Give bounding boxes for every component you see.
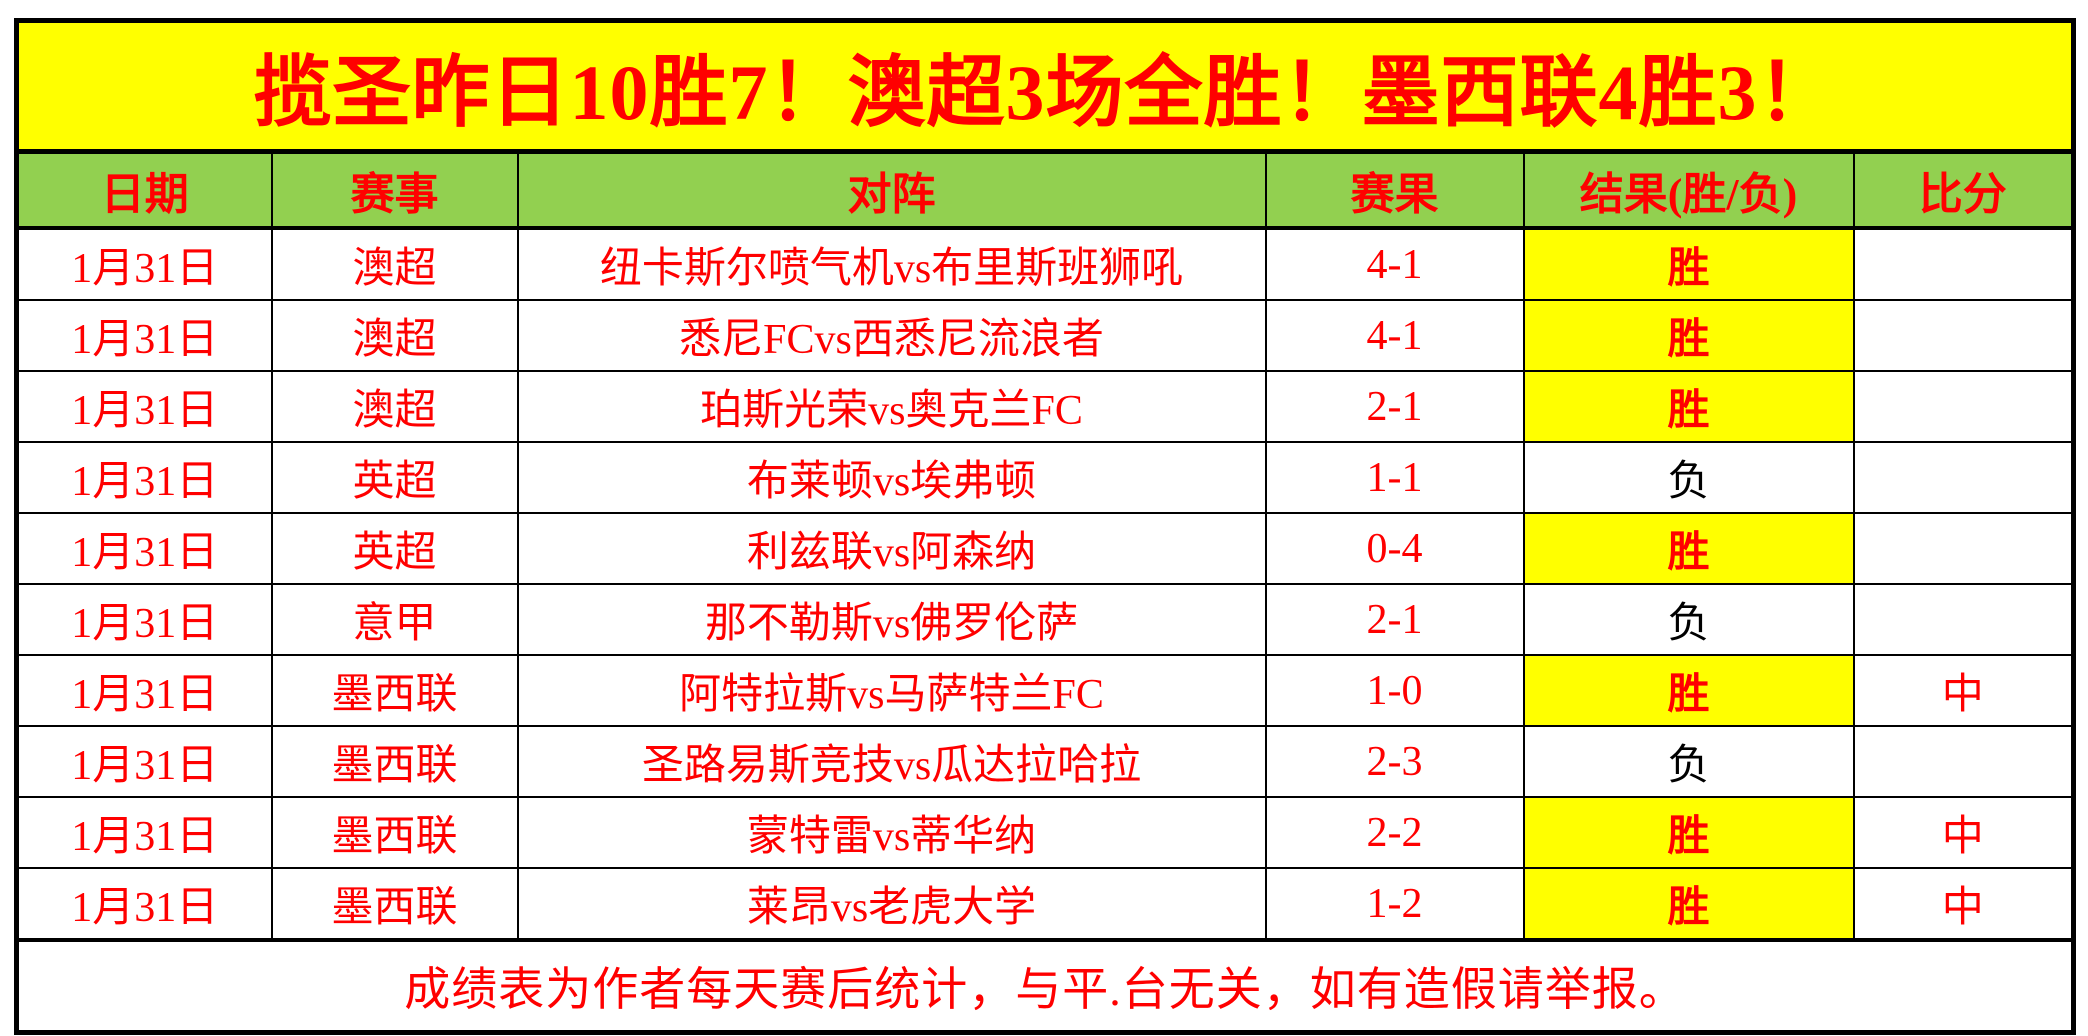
table-row: 1月31日 澳超 珀斯光荣vs奥克兰FC 2-1 胜 — [15, 370, 2075, 443]
match-fixture: 圣路易斯竞技vs瓜达拉哈拉 — [516, 725, 1267, 798]
match-date: 1月31日 — [15, 227, 273, 301]
match-fixture: 那不勒斯vs佛罗伦萨 — [516, 583, 1267, 656]
match-league: 英超 — [270, 441, 519, 514]
match-result: 胜 — [1522, 867, 1855, 941]
match-score: 0-4 — [1264, 512, 1525, 585]
match-result: 胜 — [1522, 370, 1855, 443]
match-score: 4-1 — [1264, 299, 1525, 372]
match-fixture: 蒙特雷vs蒂华纳 — [516, 796, 1267, 869]
match-date: 1月31日 — [15, 796, 273, 869]
table-row: 1月31日 墨西联 蒙特雷vs蒂华纳 2-2 胜中 — [15, 796, 2075, 869]
match-date: 1月31日 — [15, 299, 273, 372]
table-row: 1月31日 英超 利兹联vs阿森纳 0-4 胜 — [15, 512, 2075, 585]
match-league: 澳超 — [270, 370, 519, 443]
match-pick — [1852, 583, 2075, 656]
page-title: 揽圣昨日10胜7！澳超3场全胜！墨西联4胜3！ — [15, 19, 2075, 154]
match-date: 1月31日 — [15, 370, 273, 443]
match-league: 墨西联 — [270, 654, 519, 727]
match-fixture: 布莱顿vs埃弗顿 — [516, 441, 1267, 514]
match-score: 2-3 — [1264, 725, 1525, 798]
column-header-match: 对阵 — [516, 150, 1267, 230]
match-score: 1-2 — [1264, 867, 1525, 941]
match-date: 1月31日 — [15, 583, 273, 656]
table-row: 1月31日 英超 布莱顿vs埃弗顿 1-1 负 — [15, 441, 2075, 514]
table-row: 1月31日 澳超 纽卡斯尔喷气机vs布里斯班狮吼 4-1 胜 — [15, 227, 2075, 301]
match-score: 4-1 — [1264, 227, 1525, 301]
column-header-date: 日期 — [15, 150, 273, 230]
match-results-table: 揽圣昨日10胜7！澳超3场全胜！墨西联4胜3！ 日期 赛事 对阵 赛果 结果(胜… — [14, 18, 2077, 1035]
match-league: 澳超 — [270, 227, 519, 301]
disclaimer-text: 成绩表为作者每天赛后统计，与平.台无关，如有造假请举报。 — [15, 938, 2075, 1034]
table-row: 1月31日 墨西联 圣路易斯竞技vs瓜达拉哈拉 2-3 负 — [15, 725, 2075, 798]
match-result: 负 — [1522, 441, 1855, 514]
match-league: 墨西联 — [270, 725, 519, 798]
column-header-pick: 比分 — [1852, 150, 2075, 230]
match-date: 1月31日 — [15, 654, 273, 727]
match-score: 2-1 — [1264, 583, 1525, 656]
match-pick — [1852, 370, 2075, 443]
match-result: 胜 — [1522, 227, 1855, 301]
match-date: 1月31日 — [15, 867, 273, 941]
match-fixture: 利兹联vs阿森纳 — [516, 512, 1267, 585]
match-date: 1月31日 — [15, 441, 273, 514]
match-result: 胜 — [1522, 512, 1855, 585]
table-row: 1月31日 墨西联 莱昂vs老虎大学 1-2 胜中 — [15, 867, 2075, 941]
match-pick: 中 — [1852, 796, 2075, 869]
match-league: 英超 — [270, 512, 519, 585]
match-pick — [1852, 299, 2075, 372]
match-score: 2-2 — [1264, 796, 1525, 869]
banner-title-row: 揽圣昨日10胜7！澳超3场全胜！墨西联4胜3！ — [15, 19, 2075, 154]
table-row: 1月31日 墨西联 阿特拉斯vs马萨特兰FC 1-0 胜中 — [15, 654, 2075, 727]
match-pick: 中 — [1852, 867, 2075, 941]
match-pick: 中 — [1852, 654, 2075, 727]
column-header-result: 结果(胜/负) — [1522, 150, 1855, 230]
match-result: 胜 — [1522, 654, 1855, 727]
match-score: 1-1 — [1264, 441, 1525, 514]
match-fixture: 纽卡斯尔喷气机vs布里斯班狮吼 — [516, 227, 1267, 301]
match-fixture: 珀斯光荣vs奥克兰FC — [516, 370, 1267, 443]
match-result: 胜 — [1522, 299, 1855, 372]
column-header-league: 赛事 — [270, 150, 519, 230]
match-fixture: 阿特拉斯vs马萨特兰FC — [516, 654, 1267, 727]
match-pick — [1852, 441, 2075, 514]
match-result: 胜 — [1522, 796, 1855, 869]
disclaimer-row: 成绩表为作者每天赛后统计，与平.台无关，如有造假请举报。 — [15, 938, 2075, 1034]
match-league: 澳超 — [270, 299, 519, 372]
match-score: 2-1 — [1264, 370, 1525, 443]
match-date: 1月31日 — [15, 725, 273, 798]
match-pick — [1852, 227, 2075, 301]
match-fixture: 莱昂vs老虎大学 — [516, 867, 1267, 941]
match-result: 负 — [1522, 725, 1855, 798]
table-row: 1月31日 澳超 悉尼FCvs西悉尼流浪者 4-1 胜 — [15, 299, 2075, 372]
match-pick — [1852, 725, 2075, 798]
table-header-row: 日期 赛事 对阵 赛果 结果(胜/负) 比分 — [15, 150, 2075, 230]
table-row: 1月31日 意甲 那不勒斯vs佛罗伦萨 2-1 负 — [15, 583, 2075, 656]
match-fixture: 悉尼FCvs西悉尼流浪者 — [516, 299, 1267, 372]
match-result: 负 — [1522, 583, 1855, 656]
match-date: 1月31日 — [15, 512, 273, 585]
match-score: 1-0 — [1264, 654, 1525, 727]
column-header-score: 赛果 — [1264, 150, 1525, 230]
match-league: 墨西联 — [270, 867, 519, 941]
match-league: 意甲 — [270, 583, 519, 656]
match-league: 墨西联 — [270, 796, 519, 869]
match-pick — [1852, 512, 2075, 585]
